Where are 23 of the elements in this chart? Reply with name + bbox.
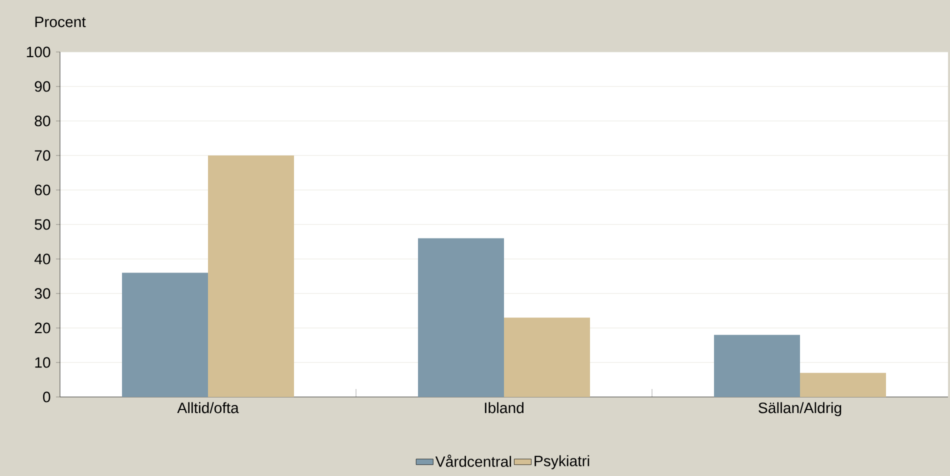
bar: [800, 372, 886, 397]
y-axis-title: Procent: [35, 16, 86, 28]
x-tick-label: Ibland: [484, 402, 524, 414]
bar: [208, 155, 294, 397]
y-tick-label: 70: [34, 150, 50, 161]
y-tick-label: 30: [34, 288, 50, 299]
y-tick-label: 10: [35, 357, 50, 368]
bar: [504, 318, 590, 397]
legend-label: Psykiatri: [534, 455, 590, 470]
y-tick-label: 0: [43, 392, 50, 402]
y-tick-label: 90: [34, 81, 50, 92]
bar: [418, 238, 504, 397]
bar: [122, 272, 208, 397]
x-tick-label: Sällan/Aldrig: [758, 402, 842, 416]
y-tick-label: 80: [34, 116, 50, 126]
y-tick-label: 50: [34, 219, 50, 230]
legend-label: Vårdcentral: [435, 454, 512, 467]
bar: [714, 334, 800, 397]
y-tick-label: 60: [34, 184, 50, 196]
y-tick-label: 100: [26, 46, 50, 58]
y-tick-label: 40: [34, 254, 50, 264]
y-tick-label: 20: [34, 322, 50, 334]
x-tick-label: Alltid/ofta: [177, 402, 239, 414]
